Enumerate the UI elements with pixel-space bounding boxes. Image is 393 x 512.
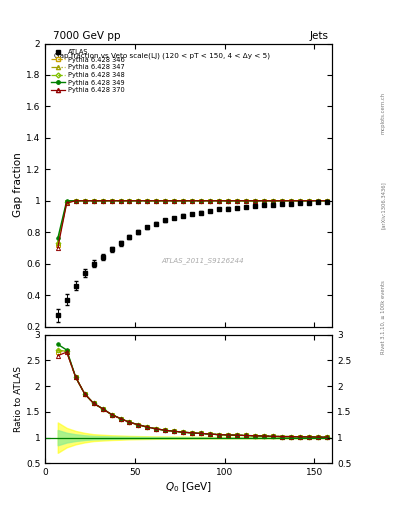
Y-axis label: Gap fraction: Gap fraction xyxy=(13,153,23,218)
Text: 7000 GeV pp: 7000 GeV pp xyxy=(53,31,121,41)
X-axis label: $Q_0$ [GeV]: $Q_0$ [GeV] xyxy=(165,480,212,494)
Y-axis label: Ratio to ATLAS: Ratio to ATLAS xyxy=(14,366,23,432)
Text: mcplots.cern.ch: mcplots.cern.ch xyxy=(381,92,386,134)
Text: Jets: Jets xyxy=(309,31,328,41)
Text: Rivet 3.1.10, ≥ 100k events: Rivet 3.1.10, ≥ 100k events xyxy=(381,281,386,354)
Text: ATLAS_2011_S9126244: ATLAS_2011_S9126244 xyxy=(162,258,244,264)
Text: Gap fraction vs Veto scale(LJ) (120 < pT < 150, 4 < Δy < 5): Gap fraction vs Veto scale(LJ) (120 < pT… xyxy=(54,52,270,58)
Legend: ATLAS, Pythia 6.428 346, Pythia 6.428 347, Pythia 6.428 348, Pythia 6.428 349, P: ATLAS, Pythia 6.428 346, Pythia 6.428 34… xyxy=(48,47,127,95)
Text: [arXiv:1306.3436]: [arXiv:1306.3436] xyxy=(381,181,386,229)
